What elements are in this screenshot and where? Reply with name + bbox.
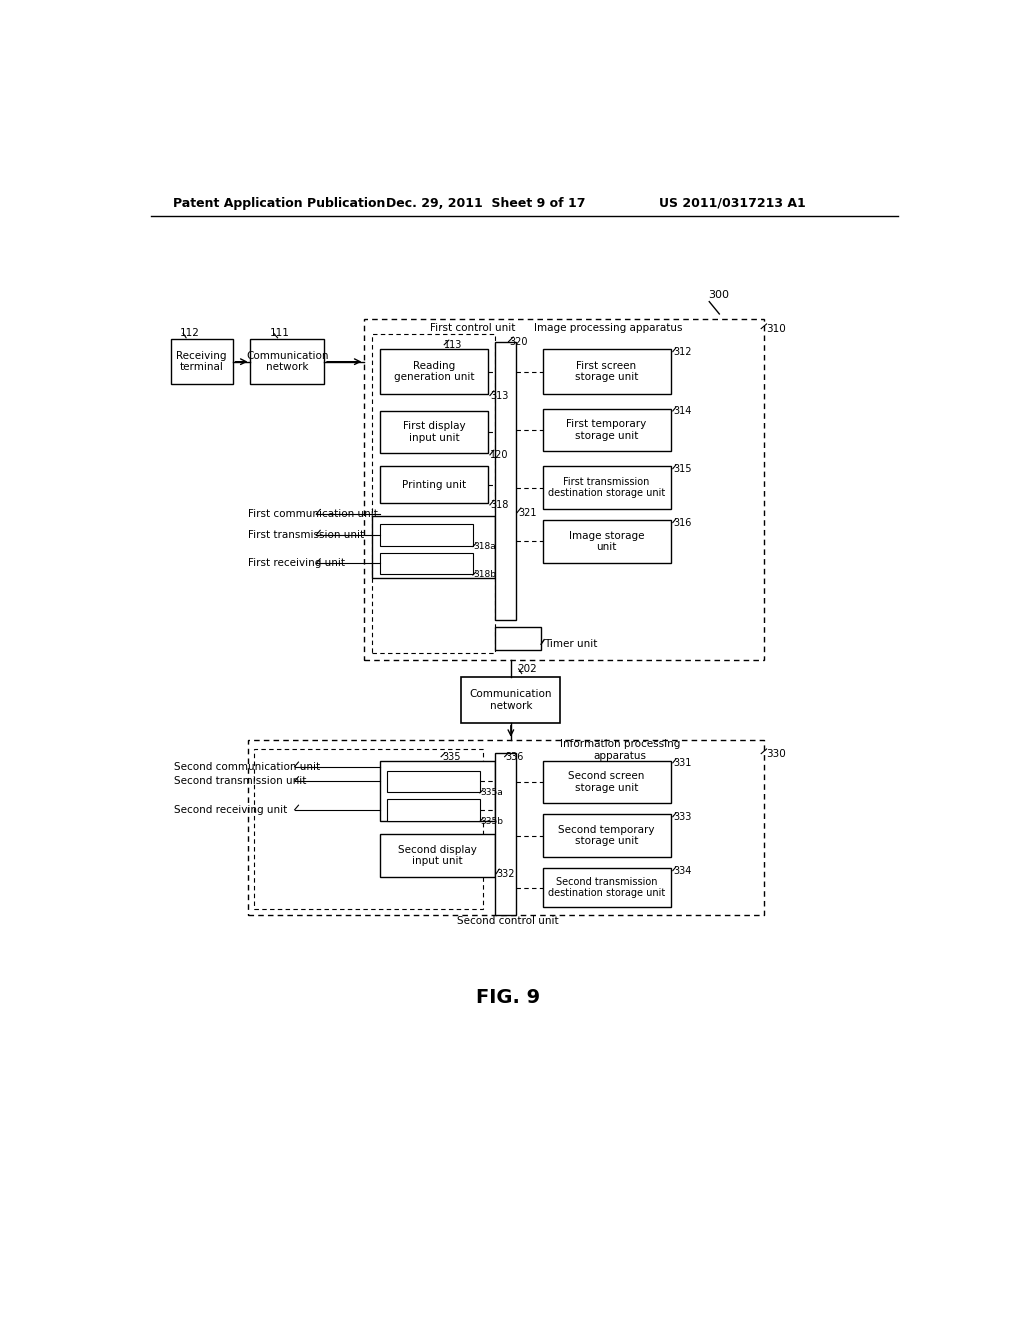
Text: 314: 314 [673, 407, 691, 416]
Text: First communication unit: First communication unit [248, 510, 378, 519]
Text: 334: 334 [673, 866, 691, 875]
Text: 113: 113 [444, 339, 463, 350]
Bar [380, 411, 488, 453]
Text: 318b: 318b [474, 570, 497, 579]
Bar [248, 739, 764, 915]
Text: 310: 310 [767, 325, 786, 334]
Text: Printing unit: Printing unit [402, 480, 466, 490]
Text: Second transmission
destination storage unit: Second transmission destination storage … [548, 876, 666, 899]
Text: 331: 331 [673, 758, 691, 768]
Bar [365, 318, 764, 660]
Bar [372, 516, 495, 578]
Text: 316: 316 [673, 517, 691, 528]
Bar [543, 814, 671, 857]
Text: Patent Application Publication: Patent Application Publication [173, 197, 385, 210]
Bar [380, 350, 488, 395]
Bar [543, 869, 671, 907]
Text: Second transmission unit: Second transmission unit [174, 776, 307, 787]
Text: 332: 332 [496, 869, 515, 879]
Text: 111: 111 [270, 329, 290, 338]
Bar [387, 771, 480, 792]
Bar [543, 350, 671, 395]
Bar [380, 834, 495, 876]
Text: Image storage
unit: Image storage unit [568, 531, 644, 552]
Text: 320: 320 [509, 337, 527, 347]
Text: Information processing
apparatus: Information processing apparatus [560, 739, 680, 760]
Text: First transmission unit: First transmission unit [248, 529, 365, 540]
Bar [254, 748, 483, 909]
Text: First display
input unit: First display input unit [402, 421, 466, 444]
Text: 335b: 335b [480, 817, 504, 826]
Text: Image processing apparatus: Image processing apparatus [535, 323, 683, 333]
Text: 333: 333 [673, 812, 691, 822]
Bar [495, 752, 515, 915]
Text: 312: 312 [673, 347, 691, 356]
Text: First screen
storage unit: First screen storage unit [574, 360, 638, 383]
Text: First transmission
destination storage unit: First transmission destination storage u… [548, 477, 666, 499]
Text: 336: 336 [506, 751, 524, 762]
Bar [543, 760, 671, 803]
Text: First control unit: First control unit [430, 323, 516, 333]
Text: 318: 318 [489, 500, 508, 510]
Text: First receiving unit: First receiving unit [248, 558, 345, 569]
Text: Communication
network: Communication network [470, 689, 552, 710]
Bar [380, 760, 495, 821]
Bar [387, 799, 480, 821]
Bar [171, 339, 232, 384]
Bar [543, 409, 671, 451]
Text: Second display
input unit: Second display input unit [397, 845, 476, 866]
Text: Communication
network: Communication network [246, 351, 329, 372]
Text: Reading
generation unit: Reading generation unit [394, 360, 474, 383]
Text: 318a: 318a [474, 543, 497, 550]
Text: 335a: 335a [480, 788, 504, 797]
Text: First temporary
storage unit: First temporary storage unit [566, 418, 647, 441]
Text: FIG. 9: FIG. 9 [476, 989, 540, 1007]
Text: 313: 313 [489, 391, 508, 400]
Text: 202: 202 [517, 664, 537, 675]
Text: 300: 300 [708, 290, 729, 301]
Bar [372, 334, 495, 653]
Text: Second communication unit: Second communication unit [174, 762, 321, 772]
Bar [543, 466, 671, 508]
Bar [495, 627, 541, 649]
Text: 321: 321 [518, 508, 537, 517]
Text: Second receiving unit: Second receiving unit [174, 805, 288, 814]
Bar [461, 677, 560, 723]
Text: 112: 112 [180, 329, 200, 338]
Text: US 2011/0317213 A1: US 2011/0317213 A1 [659, 197, 806, 210]
Bar [251, 339, 324, 384]
Bar [380, 553, 473, 574]
Bar [380, 524, 473, 545]
Text: Timer unit: Timer unit [544, 639, 598, 649]
Text: Second screen
storage unit: Second screen storage unit [568, 771, 645, 792]
Text: 330: 330 [767, 748, 786, 759]
Text: Second temporary
storage unit: Second temporary storage unit [558, 825, 654, 846]
Text: 315: 315 [673, 463, 691, 474]
Bar [380, 466, 488, 503]
Bar [495, 342, 515, 620]
Bar [543, 520, 671, 562]
Text: Dec. 29, 2011  Sheet 9 of 17: Dec. 29, 2011 Sheet 9 of 17 [386, 197, 586, 210]
Text: Second control unit: Second control unit [457, 916, 558, 925]
Text: Receiving
terminal: Receiving terminal [176, 351, 227, 372]
Text: 120: 120 [489, 450, 509, 459]
Text: 335: 335 [442, 751, 461, 762]
